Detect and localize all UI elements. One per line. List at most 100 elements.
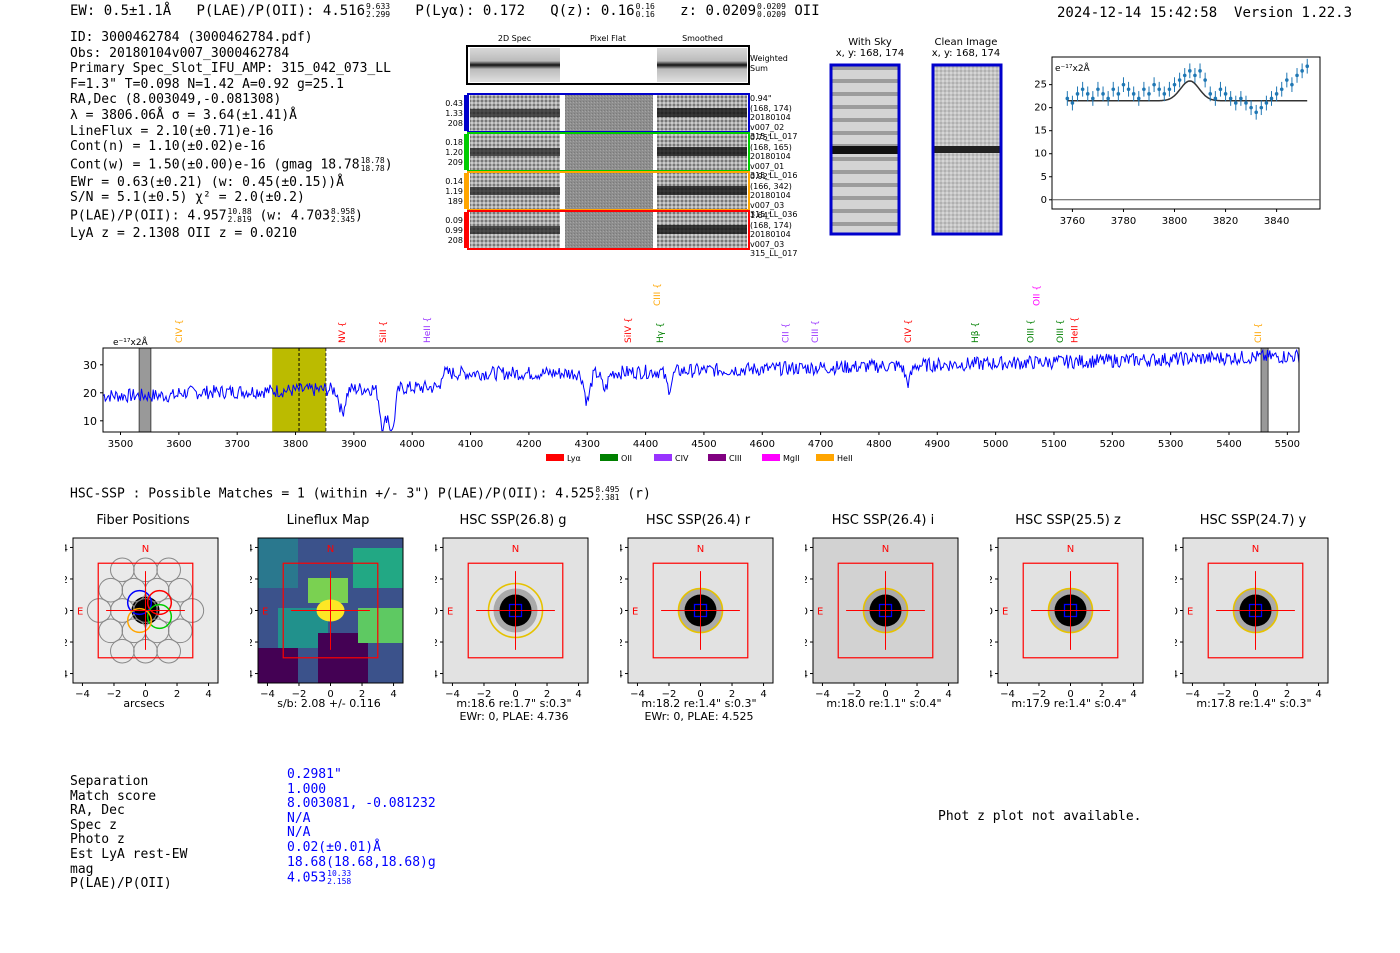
spec-line-id: OIII { (1056, 319, 1066, 343)
hsc-ytick-label: 0 (435, 607, 438, 618)
fiber-row-info-line: (166, 342) (750, 181, 792, 191)
zoom-point (1167, 87, 1172, 92)
spec-xtick-label: 4900 (925, 439, 950, 450)
fiber-circle (156, 638, 181, 664)
zoom-point (1213, 96, 1218, 101)
fiber-circle (167, 618, 193, 644)
header-qz-lo: 0.16 (635, 10, 655, 19)
fiber-row-values: 0.09 0.99 208 (443, 216, 463, 246)
spec-xtick-label: 5300 (1158, 439, 1183, 450)
zoom-point (1264, 101, 1269, 105)
spec-line-id: NV { (338, 322, 348, 343)
info-params: F=1.3" T=0.098 N=1.42 A=0.92 g=25.1 (70, 76, 344, 92)
info-sn: S/N = 5.1(±0.5) χ² = 2.0(±0.2) (70, 190, 305, 206)
spec-line-id: OII { (1032, 285, 1042, 306)
east-label: E (77, 607, 83, 618)
info-lineflux: LineFlux = 2.10(±0.71)e-16 (70, 123, 274, 139)
zoom-point (1203, 78, 1207, 82)
header-z-lo: 0.0209 (757, 10, 786, 19)
info-obs: Obs: 20180104v007_3000462784 (70, 45, 290, 61)
hsc-xtick-label: 2 (544, 689, 550, 700)
hsc-xtick-label: 4 (205, 689, 211, 700)
spec-legend-label: CIII (729, 454, 742, 463)
cutout-grid: 2D Spec Pixel Flat Smoothed Weighted Sum… (443, 32, 797, 258)
zoom-point (1106, 96, 1110, 101)
clean-title: Clean Image x, y: 168, 174 (916, 37, 1016, 59)
hsc-xtick-label: 0 (512, 689, 518, 700)
spec-xtick-label: 5400 (1216, 439, 1241, 450)
zoom-point (1285, 78, 1289, 82)
zoom-point (1101, 92, 1105, 96)
zoom-xtick-label: 3840 (1264, 216, 1289, 227)
hsc-ytick-label: −2 (1175, 638, 1178, 649)
clean-label: Clean Image (934, 37, 998, 48)
header-plae-hi: 9.633 (366, 2, 391, 11)
hsc-caption-2: EWr: 0, PLAE: 4.736 (459, 710, 569, 723)
info-lyaz: LyA z = 2.1308 OII z = 0.0210 (70, 226, 297, 242)
fiber-row-info-line: 20180104 (750, 152, 791, 161)
match-plae-row: 4.053 10.33 2.158 (287, 870, 436, 886)
zoom-fit-chart: 0 5 10 15 20 25 3760 3780 3800 3820 3840 e⁻¹⁷x2Å (1034, 56, 1321, 227)
fiber-green (146, 603, 173, 630)
hsc-panel-svg: N E −4 −4 −2 −2 0 0 2 2 4 4 (1175, 537, 1329, 700)
spec-xtick-label: 4000 (399, 439, 424, 450)
info-contw: Cont(w) = 1.50(±0.00)e-16 (gmag 18.78 (70, 157, 360, 173)
north-label: N (1067, 544, 1074, 555)
fiber-row-info-line: (168, 174) (750, 103, 792, 113)
hsc-ytick-label: −2 (990, 638, 993, 649)
header-plya: P(Lyα): 0.172 (415, 3, 525, 19)
spec-ytick-label: 30 (83, 359, 97, 372)
info-primary: Primary Spec_Slot_IFU_AMP: 315_042_073_L… (70, 61, 391, 77)
zoom-point (1269, 96, 1274, 101)
header-plae-lo: 2.299 (366, 10, 391, 19)
fiber-row-info-line: 20180104 (750, 113, 791, 122)
hsc-xtick-label: −2 (477, 689, 492, 700)
spec-legend-swatch (546, 454, 564, 461)
spec-line (102, 348, 1300, 432)
hsc-panel-svg: N E −4 −4 −2 −2 0 0 2 2 4 4 (805, 537, 959, 700)
fiber-2dspec-trace (470, 226, 560, 234)
fiber-row-info-line: 0.92" (750, 172, 772, 181)
zoom-point (1126, 87, 1131, 92)
fiber-row-value: 0.18 (445, 138, 463, 147)
fiber-row-info-line: 20180104 (750, 230, 791, 239)
hsc-xtick-label: 4 (945, 689, 951, 700)
match-plae: 4.053 (287, 870, 327, 886)
fiber-row-info-line: 315_LL_017 (750, 132, 798, 141)
header-summary: EW: 0.5±1.1Å P(LAE)/P(OII): 4.516 9.633 2.… (70, 2, 820, 20)
match-labels: Separation Match score RA, Dec Spec z Ph… (70, 774, 187, 892)
fiber-pixelflat (565, 134, 653, 170)
zoom-xtick-label: 3760 (1060, 216, 1085, 227)
zoom-point (1121, 82, 1126, 87)
hsc-xtick-label: 4 (575, 689, 581, 700)
hsc-panel-svg: N E −4 −4 −2 −2 0 0 2 2 4 4 (250, 537, 404, 700)
hsc-ytick-label: 4 (250, 543, 253, 554)
hsc-xtick-label: 4 (1130, 689, 1136, 700)
search-box (1022, 562, 1119, 659)
with-sky-title: With Sky x, y: 168, 174 (820, 37, 920, 59)
east-label: E (817, 607, 823, 618)
spec-xtick-label: 5500 (1275, 439, 1300, 450)
header-qz: Q(z): 0.16 (550, 3, 635, 19)
match-label: Match score (70, 788, 157, 804)
spec-xtick-label: 4500 (691, 439, 716, 450)
zoom-point (1142, 87, 1146, 92)
hsc-xtick-label: 0 (697, 689, 703, 700)
zoom-point (1279, 87, 1284, 92)
hsc-panel-svg: N E −4 −4 −2 −2 0 0 2 2 4 4 (620, 537, 774, 700)
fiber-smoothed-trace (657, 108, 747, 117)
fiber-row-values: 0.43 1.33 208 (443, 99, 463, 129)
north-label: N (142, 544, 149, 555)
fiber-row-info-line: v007_03 (750, 200, 785, 210)
fiber-row-info-line: v007_02 (750, 122, 785, 132)
zoom-fit-curve (1067, 80, 1308, 102)
zoom-ytick-label: 15 (1034, 126, 1047, 137)
fiber-row-value: 0.99 (445, 226, 463, 235)
east-label: E (1187, 607, 1193, 618)
spec-legend-swatch (816, 454, 834, 461)
fiber-smoothed-trace (657, 186, 747, 195)
fiber-row-info-line: 1.64" (750, 211, 772, 220)
info-block: ID: 3000462784 (3000462784.pdf) Obs: 201… (70, 30, 393, 242)
spec-masked-region (1260, 347, 1269, 433)
zoom-ytick-label: 0 (1041, 195, 1047, 206)
